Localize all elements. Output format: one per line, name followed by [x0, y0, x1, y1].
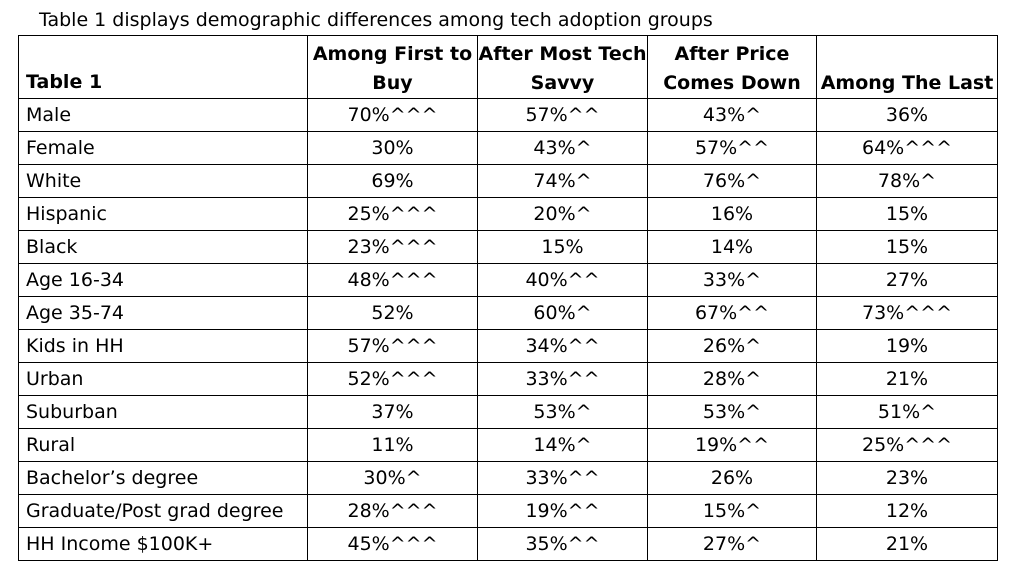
- table-cell: 11%: [307, 428, 478, 462]
- table-cell: 25%^^^: [307, 197, 478, 231]
- table-row: HH Income $100K+ 45%^^^ 35%^^ 27%^ 21%: [18, 527, 998, 561]
- table-cell: 64%^^^: [816, 131, 998, 165]
- table-cell: 78%^: [816, 164, 998, 198]
- table-cell: 40%^^: [477, 263, 648, 297]
- table-cell: 27%: [816, 263, 998, 297]
- table-row: Female 30% 43%^ 57%^^ 64%^^^: [18, 131, 998, 165]
- table-cell: 52%: [307, 296, 478, 330]
- table-cell: 52%^^^: [307, 362, 478, 396]
- table-cell: 51%^: [816, 395, 998, 429]
- table-row: White 69% 74%^ 76%^ 78%^: [18, 164, 998, 198]
- table-row: Bachelor’s degree 30%^ 33%^^ 26% 23%: [18, 461, 998, 495]
- table-cell: 12%: [816, 494, 998, 528]
- table-cell: 53%^: [647, 395, 817, 429]
- table-cell: 36%: [816, 98, 998, 132]
- table-cell: 25%^^^: [816, 428, 998, 462]
- table-row: Black 23%^^^ 15% 14% 15%: [18, 230, 998, 264]
- table-cell: 20%^: [477, 197, 648, 231]
- table-cell: 35%^^: [477, 527, 648, 561]
- table-cell: 23%^^^: [307, 230, 478, 264]
- row-label: Female: [18, 131, 308, 165]
- row-label: Urban: [18, 362, 308, 396]
- table-cell: 19%: [816, 329, 998, 363]
- table-caption: Table 1 displays demographic differences…: [39, 9, 713, 31]
- row-label: Rural: [18, 428, 308, 462]
- table-cell: 19%^^: [647, 428, 817, 462]
- row-label: Kids in HH: [18, 329, 308, 363]
- table-cell: 33%^^: [477, 461, 648, 495]
- row-label: Suburban: [18, 395, 308, 429]
- table-cell: 76%^: [647, 164, 817, 198]
- table-cell: 15%: [816, 197, 998, 231]
- table-cell: 37%: [307, 395, 478, 429]
- table-cell: 70%^^^: [307, 98, 478, 132]
- table-cell: 14%^: [477, 428, 648, 462]
- table-cell: 15%: [816, 230, 998, 264]
- table-cell: 74%^: [477, 164, 648, 198]
- table-cell: 60%^: [477, 296, 648, 330]
- table-row: Kids in HH 57%^^^ 34%^^ 26%^ 19%: [18, 329, 998, 363]
- row-label: HH Income $100K+: [18, 527, 308, 561]
- demographics-table: Table 1 Among First to Buy After Most Te…: [18, 35, 998, 561]
- row-label: Graduate/Post grad degree: [18, 494, 308, 528]
- table-row: Graduate/Post grad degree 28%^^^ 19%^^ 1…: [18, 494, 998, 528]
- column-header: After Most Tech Savvy: [477, 35, 648, 99]
- row-label: Black: [18, 230, 308, 264]
- table-row: Suburban 37% 53%^ 53%^ 51%^: [18, 395, 998, 429]
- table-cell: 19%^^: [477, 494, 648, 528]
- table-cell: 67%^^: [647, 296, 817, 330]
- row-label: Male: [18, 98, 308, 132]
- table-cell: 26%: [647, 461, 817, 495]
- table-row: Hispanic 25%^^^ 20%^ 16% 15%: [18, 197, 998, 231]
- table-cell: 28%^: [647, 362, 817, 396]
- column-header: After Price Comes Down: [647, 35, 817, 99]
- table-cell: 30%: [307, 131, 478, 165]
- table-cell: 48%^^^: [307, 263, 478, 297]
- table-cell: 21%: [816, 527, 998, 561]
- table-cell: 15%^: [647, 494, 817, 528]
- table-cell: 16%: [647, 197, 817, 231]
- table-cell: 34%^^: [477, 329, 648, 363]
- row-label: Hispanic: [18, 197, 308, 231]
- row-label: Age 16-34: [18, 263, 308, 297]
- table-cell: 30%^: [307, 461, 478, 495]
- column-header: Among First to Buy: [307, 35, 478, 99]
- table-cell: 33%^: [647, 263, 817, 297]
- table-cell: 33%^^: [477, 362, 648, 396]
- table-corner-label: Table 1: [18, 35, 308, 99]
- row-label: Age 35-74: [18, 296, 308, 330]
- table-cell: 45%^^^: [307, 527, 478, 561]
- table-cell: 15%: [477, 230, 648, 264]
- table-cell: 43%^: [477, 131, 648, 165]
- column-header: Among The Last: [816, 35, 998, 99]
- table-cell: 43%^: [647, 98, 817, 132]
- table-cell: 53%^: [477, 395, 648, 429]
- table-cell: 69%: [307, 164, 478, 198]
- table-cell: 23%: [816, 461, 998, 495]
- table-cell: 28%^^^: [307, 494, 478, 528]
- table-row: Male 70%^^^ 57%^^ 43%^ 36%: [18, 98, 998, 132]
- row-label: White: [18, 164, 308, 198]
- table-cell: 57%^^: [647, 131, 817, 165]
- table-cell: 57%^^: [477, 98, 648, 132]
- table-row: Age 16-34 48%^^^ 40%^^ 33%^ 27%: [18, 263, 998, 297]
- table-cell: 21%: [816, 362, 998, 396]
- table-row: Age 35-74 52% 60%^ 67%^^ 73%^^^: [18, 296, 998, 330]
- table-cell: 14%: [647, 230, 817, 264]
- header-row: Table 1 Among First to Buy After Most Te…: [18, 35, 998, 99]
- table-row: Urban 52%^^^ 33%^^ 28%^ 21%: [18, 362, 998, 396]
- row-label: Bachelor’s degree: [18, 461, 308, 495]
- table-row: Rural 11% 14%^ 19%^^ 25%^^^: [18, 428, 998, 462]
- table-cell: 57%^^^: [307, 329, 478, 363]
- table-cell: 27%^: [647, 527, 817, 561]
- table-cell: 26%^: [647, 329, 817, 363]
- table-cell: 73%^^^: [816, 296, 998, 330]
